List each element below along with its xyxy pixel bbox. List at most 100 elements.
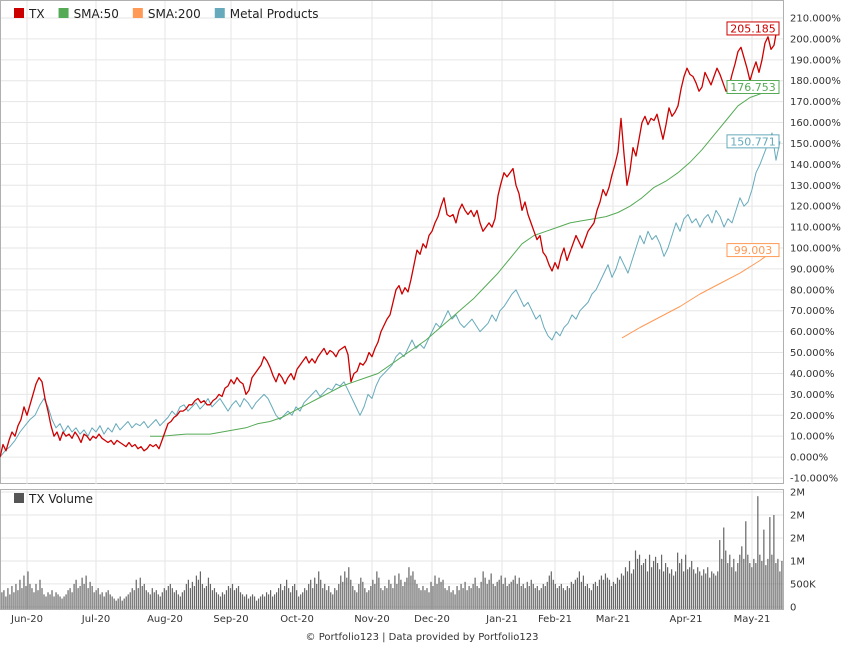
volume-bar <box>332 594 334 609</box>
volume-bar <box>512 579 514 609</box>
volume-bar <box>243 596 246 609</box>
volume-bar <box>288 588 290 609</box>
volume-bar <box>87 588 89 609</box>
volume-legend-swatch <box>14 493 24 503</box>
volume-bar <box>442 579 444 609</box>
volume-bar <box>350 579 352 609</box>
volume-bar <box>424 590 426 609</box>
volume-bar <box>747 554 749 609</box>
volume-bar <box>147 592 149 609</box>
volume-bar <box>723 527 725 609</box>
y-tick-label: 100.000% <box>790 244 841 255</box>
volume-bar <box>151 588 153 609</box>
volume-bar <box>133 590 135 609</box>
volume-bar <box>13 592 15 609</box>
volume-bar <box>149 594 151 609</box>
volume-bar <box>470 588 472 609</box>
volume-bar <box>324 583 326 609</box>
volume-bar <box>727 563 729 609</box>
volume-bar <box>584 586 586 609</box>
volume-bar <box>468 586 470 609</box>
volume-bar <box>211 590 214 609</box>
volume-legend: TX Volume <box>14 492 93 506</box>
volume-bar <box>550 571 552 609</box>
volume-bar <box>572 583 574 609</box>
volume-bar <box>340 575 342 609</box>
volume-bar <box>346 577 348 609</box>
volume-bar <box>428 592 430 609</box>
y-tick-label: 80.000% <box>790 285 835 296</box>
volume-tick-label: 0 <box>790 602 796 613</box>
volume-bar <box>667 567 669 609</box>
volume-bar <box>181 592 183 609</box>
volume-bar <box>522 583 524 609</box>
volume-bar <box>227 586 230 609</box>
volume-bar <box>326 590 328 609</box>
volume-bar <box>91 586 93 609</box>
volume-bar <box>755 563 757 609</box>
volume-bar <box>237 586 240 609</box>
volume-bar <box>500 575 502 609</box>
x-tick-label: Dec-20 <box>414 614 450 625</box>
volume-bar <box>231 583 234 609</box>
volume-bar <box>41 588 43 609</box>
series-lines <box>0 28 781 458</box>
volume-tick-label: 2M <box>790 510 805 521</box>
volume-bar <box>37 590 39 609</box>
y-tick-label: 10.000% <box>790 432 835 443</box>
volume-bar <box>9 594 11 609</box>
volume-bar <box>55 592 57 609</box>
x-grid <box>26 1 753 609</box>
volume-bar <box>67 590 69 609</box>
volume-bar <box>484 577 486 609</box>
volume-bar <box>488 579 490 609</box>
volume-bar <box>472 583 474 609</box>
x-tick-label: May-21 <box>734 614 771 625</box>
volume-bar <box>392 588 394 609</box>
volume-bar <box>221 592 224 609</box>
volume-bar <box>474 577 476 609</box>
volume-bar <box>410 575 412 609</box>
volume-bar <box>213 588 216 609</box>
volume-bar <box>163 588 165 609</box>
volume-bar <box>669 573 671 609</box>
volume-bar <box>362 581 364 609</box>
volume-bar <box>656 563 659 609</box>
volume-bar <box>552 579 554 609</box>
volume-bar <box>757 496 759 609</box>
volume-bar <box>444 588 446 609</box>
volume-bar <box>304 588 306 609</box>
y-tick-label: 60.000% <box>790 327 835 338</box>
volume-bar <box>23 575 25 609</box>
volume-bar <box>348 567 350 609</box>
volume-bar <box>693 569 695 609</box>
volume-bar <box>751 567 753 609</box>
volume-bar <box>249 596 252 609</box>
volume-bar <box>169 583 171 609</box>
volume-bar <box>99 594 101 609</box>
volume-bar <box>251 594 254 609</box>
volume-bar <box>452 590 454 609</box>
volume-bar <box>562 588 564 609</box>
volume-bar <box>781 560 783 609</box>
volume-bar <box>721 558 723 609</box>
volume-bar <box>141 586 143 609</box>
volume-bar <box>398 573 400 609</box>
volume-bar <box>318 571 320 609</box>
volume-bar <box>526 581 528 609</box>
volume-bar <box>143 583 145 609</box>
volume-bar <box>632 569 635 609</box>
volume-bar <box>490 573 492 609</box>
volume-bar <box>101 592 103 609</box>
volume-bar <box>610 586 613 609</box>
volume-bar <box>602 579 605 609</box>
legend-swatch <box>214 8 225 18</box>
volume-bar <box>241 594 244 609</box>
volume-bar <box>336 590 338 609</box>
volume-bar <box>504 577 506 609</box>
volume-bar <box>259 596 262 609</box>
volume-bar <box>506 586 508 609</box>
volume-bar <box>302 592 304 609</box>
volume-bar <box>199 571 202 609</box>
y-tick-label: 130.000% <box>790 181 841 192</box>
